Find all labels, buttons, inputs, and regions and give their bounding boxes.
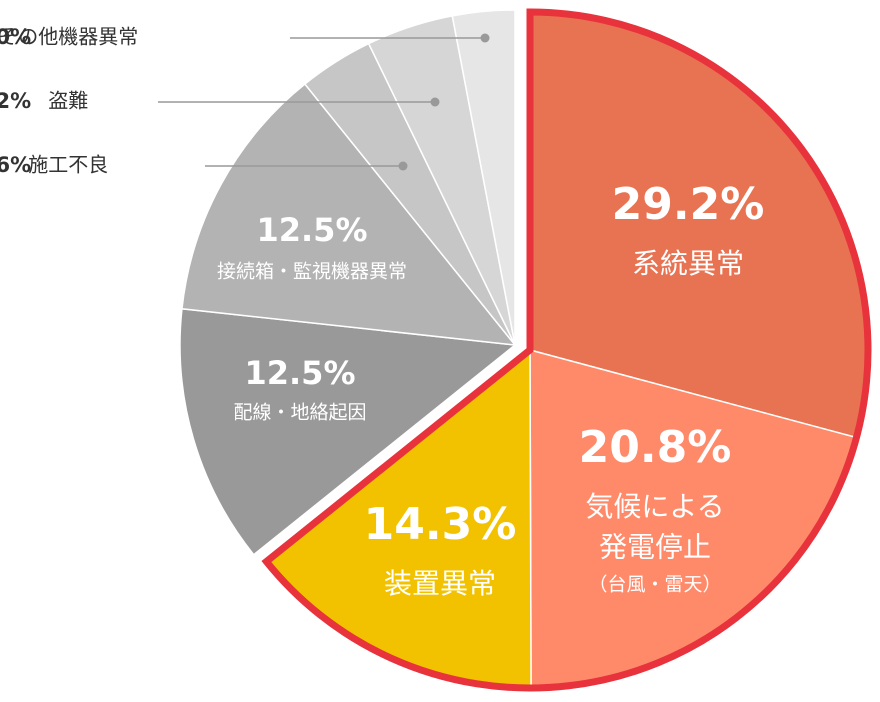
- leader-dot: [398, 161, 408, 171]
- category-label: 施工不良: [28, 153, 108, 177]
- leader-dot: [480, 33, 490, 43]
- category-label: 接続箱・監視機器異常: [217, 261, 407, 283]
- value-label: 3.6%: [0, 153, 31, 177]
- value-label: 29.2%: [612, 179, 765, 230]
- category-label: 系統異常: [632, 247, 744, 280]
- pie-slice: [181, 83, 517, 346]
- highlight-outline: [261, 8, 872, 692]
- category-label: 盗難: [48, 89, 88, 113]
- category-note: （台風・雷天）: [588, 574, 721, 596]
- value-label: 12.5%: [244, 354, 355, 392]
- value-label: 12.5%: [256, 211, 367, 249]
- leader-dot: [430, 97, 440, 107]
- pie-slice: [179, 307, 517, 556]
- category-label: 装置異常: [384, 567, 496, 600]
- value-label: 3.0%: [0, 25, 31, 49]
- value-label: 4.2%: [0, 89, 31, 113]
- category-label: 配線・地絡起因: [233, 402, 366, 424]
- value-label: 20.8%: [579, 422, 732, 473]
- category-label: 気候による発電停止: [585, 490, 724, 564]
- category-label: その他機器異常: [0, 25, 138, 49]
- value-label: 14.3%: [364, 499, 517, 550]
- pie-slice: [451, 9, 516, 346]
